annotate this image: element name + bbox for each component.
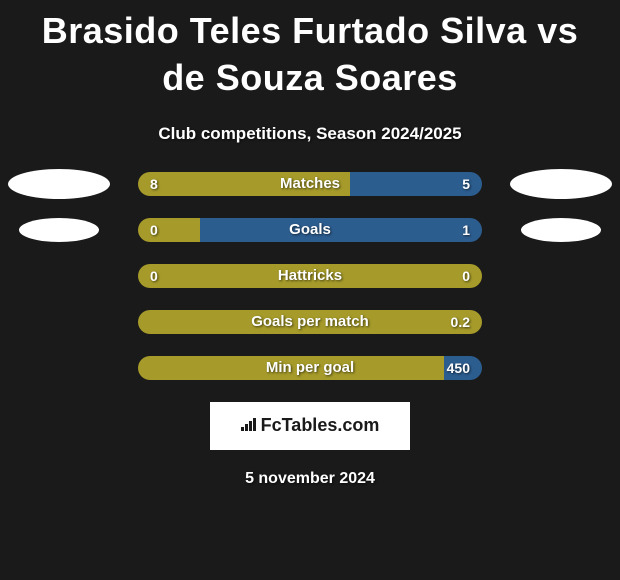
player-right-photo [521,218,601,242]
spacer [8,356,110,380]
logo: FcTables.com [241,415,380,436]
stat-row: Min per goal450 [0,356,620,380]
stat-left-value: 0 [150,264,158,288]
stat-label: Goals per match [138,310,482,334]
stat-bar: Hattricks0 0 [138,264,482,288]
page-title: Brasido Teles Furtado Silva vs de Souza … [0,0,620,106]
subtitle: Club competitions, Season 2024/2025 [0,124,620,144]
bars-icon [241,417,259,436]
stat-label: Min per goal [138,356,482,380]
stat-bar: Goals0 1 [138,218,482,242]
date-label: 5 november 2024 [0,470,620,488]
stat-row: Hattricks0 0 [0,264,620,288]
logo-box: FcTables.com [210,402,410,450]
stat-row: Goals per match0.2 [0,310,620,334]
stat-label: Goals [138,218,482,242]
player-left-photo [19,218,99,242]
player-right-photo [510,169,612,199]
stat-left-value: 8 [150,172,158,196]
stat-row: Goals0 1 [0,218,620,242]
stat-right-value: 5 [462,172,470,196]
spacer [510,356,612,380]
spacer [510,264,612,288]
stat-left-value: 0 [150,218,158,242]
spacer [510,310,612,334]
stat-right-value: 450 [447,356,470,380]
stat-bar: Min per goal450 [138,356,482,380]
logo-text: FcTables.com [261,415,380,436]
stat-right-value: 0.2 [451,310,470,334]
comparison-card: Brasido Teles Furtado Silva vs de Souza … [0,0,620,488]
stat-right-value: 1 [462,218,470,242]
spacer [8,264,110,288]
stat-row: Matches8 5 [0,172,620,196]
stat-bar: Goals per match0.2 [138,310,482,334]
stat-bar: Matches8 5 [138,172,482,196]
stats-rows: Matches85Goals01Hattricks00Goals per mat… [0,172,620,380]
spacer [8,310,110,334]
stat-label: Matches [138,172,482,196]
stat-label: Hattricks [138,264,482,288]
stat-right-value: 0 [462,264,470,288]
player-left-photo [8,169,110,199]
